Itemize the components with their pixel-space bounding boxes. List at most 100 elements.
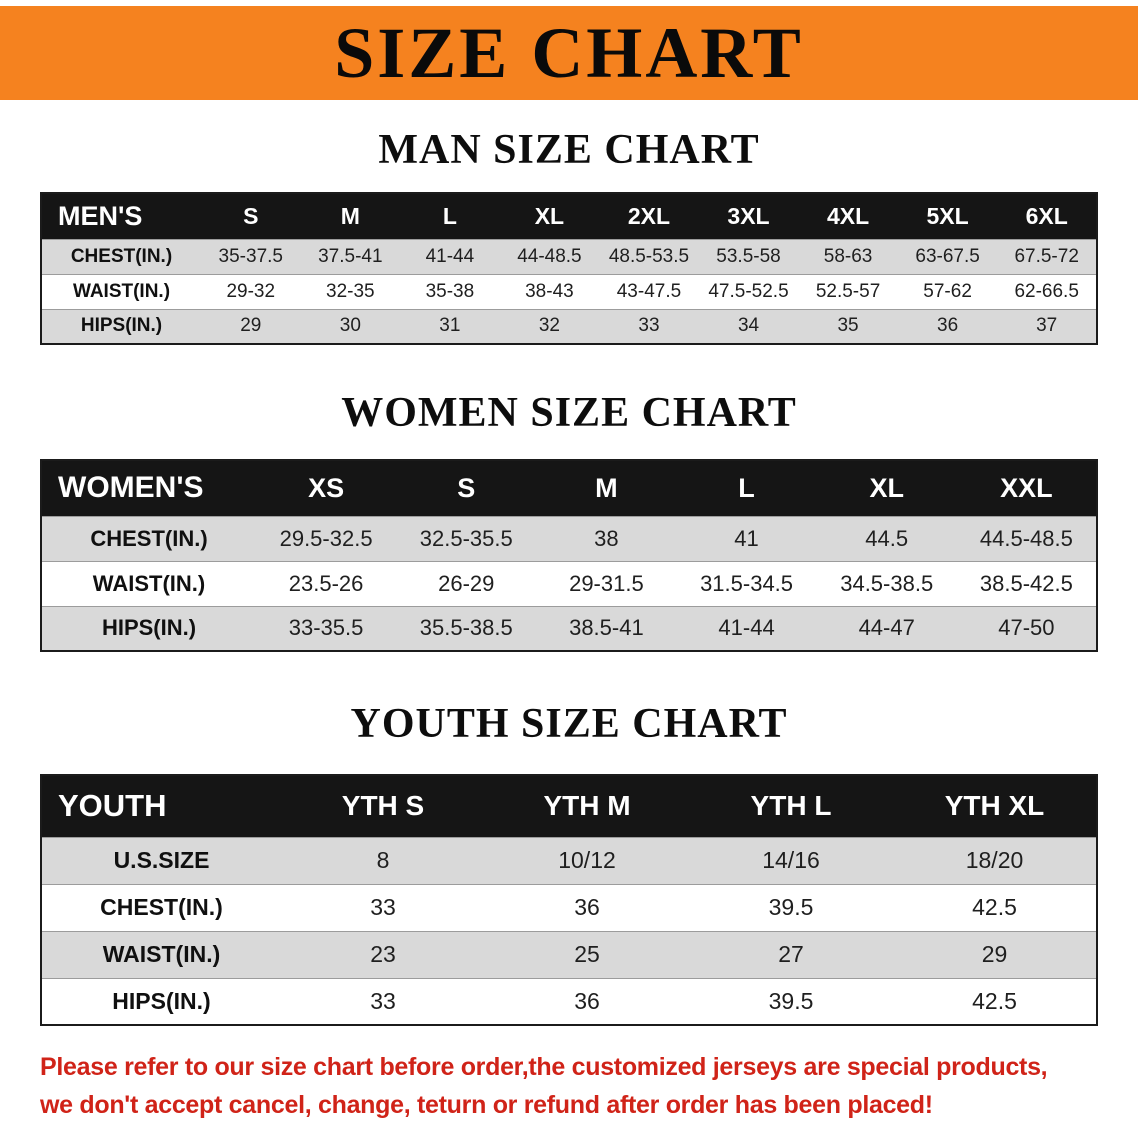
size-value: 23.5-26 <box>288 570 364 596</box>
row-label: WAIST(IN.) <box>102 941 221 967</box>
row-label: U.S.SIZE <box>113 847 210 873</box>
size-value: 31 <box>439 315 461 337</box>
size-value: 37.5-41 <box>318 245 383 267</box>
size-value: 35 <box>837 315 859 337</box>
row-label: CHEST(IN.) <box>70 245 173 267</box>
row-label: WAIST(IN.) <box>72 280 171 302</box>
size-value: 18/20 <box>965 847 1024 873</box>
size-value: 41-44 <box>718 615 775 641</box>
size-column-header: XL <box>816 460 957 516</box>
size-value: 44.5 <box>865 525 909 551</box>
banner: SIZE CHART <box>0 6 1138 100</box>
size-column-header: M <box>536 460 677 516</box>
size-column-header: YTH XL <box>893 775 1097 837</box>
size-value: 47-50 <box>998 615 1055 641</box>
measurement-row: CHEST(IN.) 33 36 39.5 42.5 <box>41 884 1097 931</box>
size-value: 42.5 <box>972 987 1017 1014</box>
size-value: 57-62 <box>923 280 972 302</box>
size-value: 29.5-32.5 <box>279 525 373 551</box>
size-column-header: L <box>676 460 817 516</box>
size-value: 29 <box>240 315 262 337</box>
size-value: 35-38 <box>425 280 475 302</box>
women-size-section: WOMEN SIZE CHART WOMEN'S XS S M L XL XXL CHEST(… <box>0 389 1138 652</box>
size-value: 35.5-38.5 <box>419 615 513 641</box>
size-value: 36 <box>937 315 959 337</box>
size-value: 38.5-42.5 <box>979 570 1073 596</box>
size-value: 8 <box>376 847 390 873</box>
order-notice-line-1: Please refer to our size chart before or… <box>40 1053 1048 1081</box>
size-value: 34 <box>737 315 760 337</box>
size-column-header: 2XL <box>599 193 699 239</box>
size-value: 38-43 <box>525 280 574 302</box>
size-value: 29 <box>981 941 1008 967</box>
size-value: 48.5-53.5 <box>608 245 690 267</box>
men-section-heading: MAN SIZE CHART <box>378 127 760 173</box>
size-value: 32.5-35.5 <box>419 525 513 551</box>
charts-area: MAN SIZE CHART MEN'S S M L XL 2XL 3XL 4XL 5XL 6XL… <box>0 126 1138 1124</box>
size-column-header: 3XL <box>698 193 799 239</box>
size-value: 39.5 <box>768 894 814 920</box>
size-value: 36 <box>574 987 600 1014</box>
youth-size-table: YOUTH YTH S YTH M YTH L YTH XL U.S.SIZE 8 10/12… <box>40 774 1098 1026</box>
size-value: 62-66.5 <box>1014 280 1079 302</box>
size-value: 33-35.5 <box>288 615 364 641</box>
men-size-section: MAN SIZE CHART MEN'S S M L XL 2XL 3XL 4XL 5XL 6XL… <box>0 126 1138 345</box>
size-value: 41-44 <box>425 245 475 267</box>
size-value: 10/12 <box>558 847 616 873</box>
size-value: 23 <box>370 941 396 967</box>
size-column-header: YTH M <box>485 775 689 837</box>
measurement-row: CHEST(IN.) 29.5-32.5 32.5-35.5 38 41 44.5 44.5… <box>41 516 1097 561</box>
table-header-row: WOMEN'S XS S M L XL XXL <box>41 460 1097 516</box>
size-value: 29-31.5 <box>569 570 644 596</box>
order-notice-line-2: we don't accept cancel, change, teturn o… <box>40 1091 933 1119</box>
size-value: 32 <box>538 315 560 337</box>
size-value: 25 <box>574 941 600 967</box>
size-column-header: XXL <box>956 460 1097 516</box>
table-header-row: MEN'S S M L XL 2XL 3XL 4XL 5XL 6XL <box>41 193 1097 239</box>
size-value: 26-29 <box>438 570 495 596</box>
size-value: 58-63 <box>823 245 873 267</box>
size-value: 43-47.5 <box>616 280 682 302</box>
size-column-header: YTH S <box>281 775 485 837</box>
row-label: HIPS(IN.) <box>80 315 163 337</box>
size-value: 27 <box>778 941 804 967</box>
size-value: 52.5-57 <box>815 280 881 302</box>
size-value: 35-37.5 <box>218 245 283 267</box>
measurement-row: WAIST(IN.) 29-32 32-35 35-38 38-43 43-47.5 47.… <box>41 274 1097 309</box>
size-chart-page: SIZE CHART MAN SIZE CHART MEN'S S M L XL 2XL 3… <box>0 6 1138 1124</box>
table-header-row: YOUTH YTH S YTH M YTH L YTH XL <box>41 775 1097 837</box>
row-label: HIPS(IN.) <box>112 987 211 1014</box>
measurement-row: U.S.SIZE 8 10/12 14/16 18/20 <box>41 837 1097 884</box>
size-value: 38.5-41 <box>569 615 644 641</box>
men-size-table: MEN'S S M L XL 2XL 3XL 4XL 5XL 6XL CHEST(IN.) 35-37… <box>40 192 1098 345</box>
size-value: 32-35 <box>326 280 375 302</box>
measurement-row: WAIST(IN.) 23 25 27 29 <box>41 931 1097 978</box>
size-value: 63-67.5 <box>915 245 980 267</box>
size-value: 44-47 <box>858 615 915 641</box>
row-label: CHEST(IN.) <box>100 894 223 920</box>
size-value: 30 <box>339 315 361 337</box>
size-value: 53.5-58 <box>716 245 781 267</box>
page-title: SIZE CHART <box>334 12 804 93</box>
size-column-header: 4XL <box>798 193 898 239</box>
measurement-row: HIPS(IN.) 29 30 31 32 33 34 35 36 37 <box>41 309 1097 344</box>
youth-size-section: YOUTH SIZE CHART YOUTH YTH S YTH M YTH L YTH… <box>0 700 1138 1026</box>
size-value: 67.5-72 <box>1014 245 1079 267</box>
size-value: 42.5 <box>972 894 1017 920</box>
row-label: WAIST(IN.) <box>92 570 206 596</box>
row-label: HIPS(IN.) <box>101 615 197 641</box>
size-value: 14/16 <box>762 847 820 873</box>
youth-section-heading: YOUTH SIZE CHART <box>350 701 788 747</box>
size-value: 41 <box>734 525 759 551</box>
measurement-row: CHEST(IN.) 35-37.5 37.5-41 41-44 44-48.5 48.5… <box>41 239 1097 274</box>
measurement-row: HIPS(IN.) 33 36 39.5 42.5 <box>41 978 1097 1025</box>
size-column-header: XS <box>256 460 397 516</box>
table-title-cell: YOUTH <box>41 775 281 837</box>
size-value: 34.5-38.5 <box>840 570 934 596</box>
size-value: 29-32 <box>226 280 276 302</box>
table-title-cell: MEN'S <box>41 193 201 239</box>
row-label: CHEST(IN.) <box>90 525 208 551</box>
size-column-header: 5XL <box>897 193 998 239</box>
measurement-row: HIPS(IN.) 33-35.5 35.5-38.5 38.5-41 41-44 44-… <box>41 606 1097 651</box>
size-value: 39.5 <box>768 987 814 1014</box>
